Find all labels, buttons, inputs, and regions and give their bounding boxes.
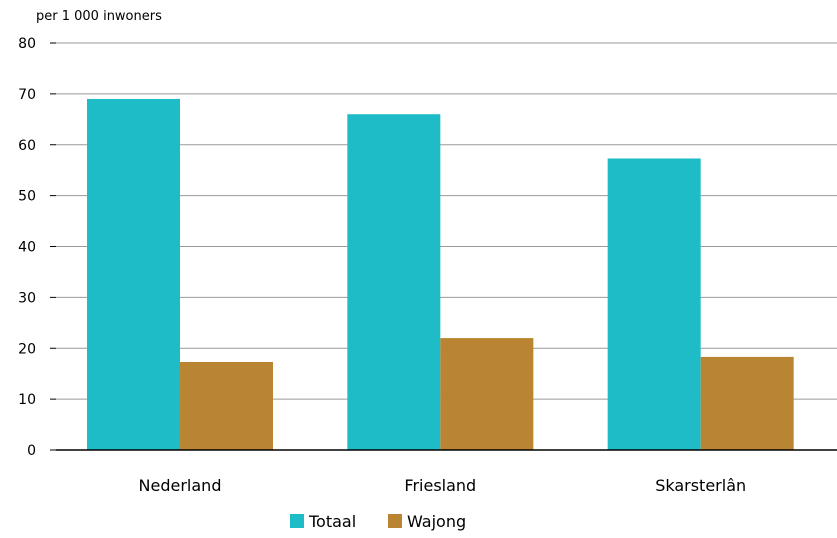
bar-totaal-1 xyxy=(87,98,180,451)
y-tick-label: 60 xyxy=(18,138,36,154)
legend-label-wajong: Wajong xyxy=(407,512,466,531)
bar-wajong-2 xyxy=(440,338,534,450)
legend: Totaal Wajong xyxy=(290,512,466,531)
y-tick-label: 50 xyxy=(18,189,36,205)
unit-label: per 1 000 inwoners xyxy=(36,9,162,24)
legend-swatch-wajong xyxy=(388,514,402,528)
y-tick-label: 20 xyxy=(18,341,36,357)
y-tick-label: 30 xyxy=(18,290,36,306)
legend-swatch-totaal xyxy=(290,514,304,528)
gridlines xyxy=(56,42,837,400)
bar-totaal-3 xyxy=(607,158,701,450)
y-tick-label: 80 xyxy=(18,36,36,52)
x-category-label: Nederland xyxy=(139,476,222,495)
x-category-label: Friesland xyxy=(404,476,476,495)
legend-label-totaal: Totaal xyxy=(308,512,356,531)
y-tick-label: 70 xyxy=(18,87,36,103)
bar-totaal-2 xyxy=(347,114,441,450)
x-axis-labels: Nederland Friesland Skarsterlân xyxy=(139,476,747,495)
bars xyxy=(87,98,794,451)
bar-wajong-3 xyxy=(700,356,794,450)
y-tick-label: 0 xyxy=(27,443,36,459)
bar-wajong-1 xyxy=(180,361,273,450)
y-tick-label: 40 xyxy=(18,240,36,256)
x-category-label: Skarsterlân xyxy=(655,476,746,495)
y-tick-label: 10 xyxy=(18,392,36,408)
y-axis-ticks: 0 10 20 30 40 50 60 70 80 xyxy=(18,36,56,459)
